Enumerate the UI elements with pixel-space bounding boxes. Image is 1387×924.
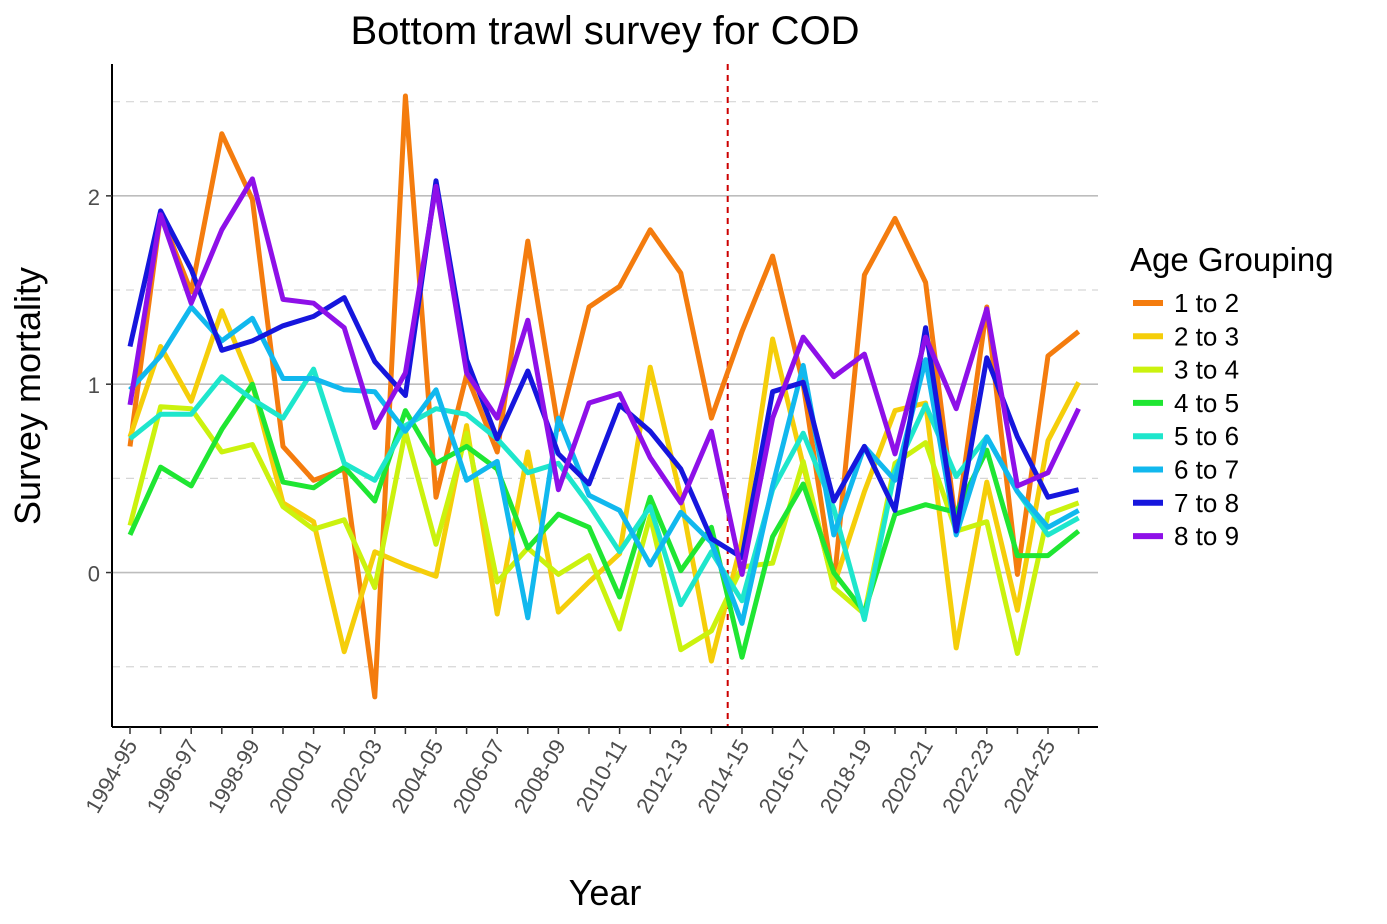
x-axis-title: Year (569, 872, 642, 913)
x-tick-label: 2002-03 (325, 735, 387, 817)
x-tick-label: 2016-17 (754, 735, 816, 817)
x-tick-label: 1998-99 (203, 735, 265, 817)
axes (111, 64, 1098, 728)
x-tick-label: 2014-15 (692, 735, 754, 817)
series-line-4-to-5 (127, 381, 1081, 660)
legend-label: 3 to 4 (1174, 355, 1239, 385)
series-line-1-to-2 (127, 93, 1081, 700)
legend: Age Grouping 1 to 22 to 3 3 to 44 to 55 t… (1130, 241, 1334, 551)
series-line-3-to-4 (127, 404, 1080, 656)
x-tick-label: 1996-97 (142, 735, 204, 817)
chart-title: Bottom trawl survey for COD (350, 9, 859, 53)
x-tick-label: 2020-21 (876, 735, 938, 817)
y-tick-label: 2 (88, 185, 100, 210)
y-tick-label: 1 (88, 373, 100, 398)
series-line-6-to-7 (128, 304, 1080, 626)
y-tick-label: 0 (88, 562, 100, 587)
x-tick-label: 2022-23 (937, 735, 999, 817)
y-axis-title: Survey mortality (7, 267, 48, 525)
x-tick-label: 2006-07 (448, 735, 510, 817)
x-tick-label: 2000-01 (264, 735, 326, 817)
legend-label: 2 to 3 (1174, 321, 1239, 351)
legend-label: 5 to 6 (1174, 421, 1239, 451)
series-layer (127, 93, 1081, 700)
y-ticks: 0 1 2 (88, 185, 112, 587)
x-tick-label: 2010-11 (571, 735, 632, 816)
legend-title: Age Grouping (1130, 241, 1334, 278)
series-line-5-to-6 (128, 366, 1080, 623)
x-tick-label: 2018-19 (815, 735, 877, 817)
x-tick-label: 2008-09 (509, 735, 571, 817)
legend-label: 6 to 7 (1174, 455, 1239, 485)
x-tick-label: 2004-05 (386, 735, 448, 817)
legend-label: 7 to 8 (1174, 488, 1239, 518)
x-ticks: 1994-95 1996-97 1998-99 2000-01 2002-03 2004-… (80, 727, 1080, 817)
legend-items: 1 to 22 to 3 3 to 44 to 55 to 6 6 to 77 to… (1133, 288, 1239, 551)
series-line-8-to-9 (127, 176, 1081, 577)
x-tick-label: 1994-95 (80, 735, 142, 817)
legend-label: 8 to 9 (1174, 521, 1239, 551)
x-tick-label: 2012-13 (631, 735, 693, 817)
legend-label: 4 to 5 (1174, 388, 1239, 418)
x-tick-label: 2024-25 (998, 735, 1060, 817)
legend-label: 1 to 2 (1174, 288, 1239, 318)
